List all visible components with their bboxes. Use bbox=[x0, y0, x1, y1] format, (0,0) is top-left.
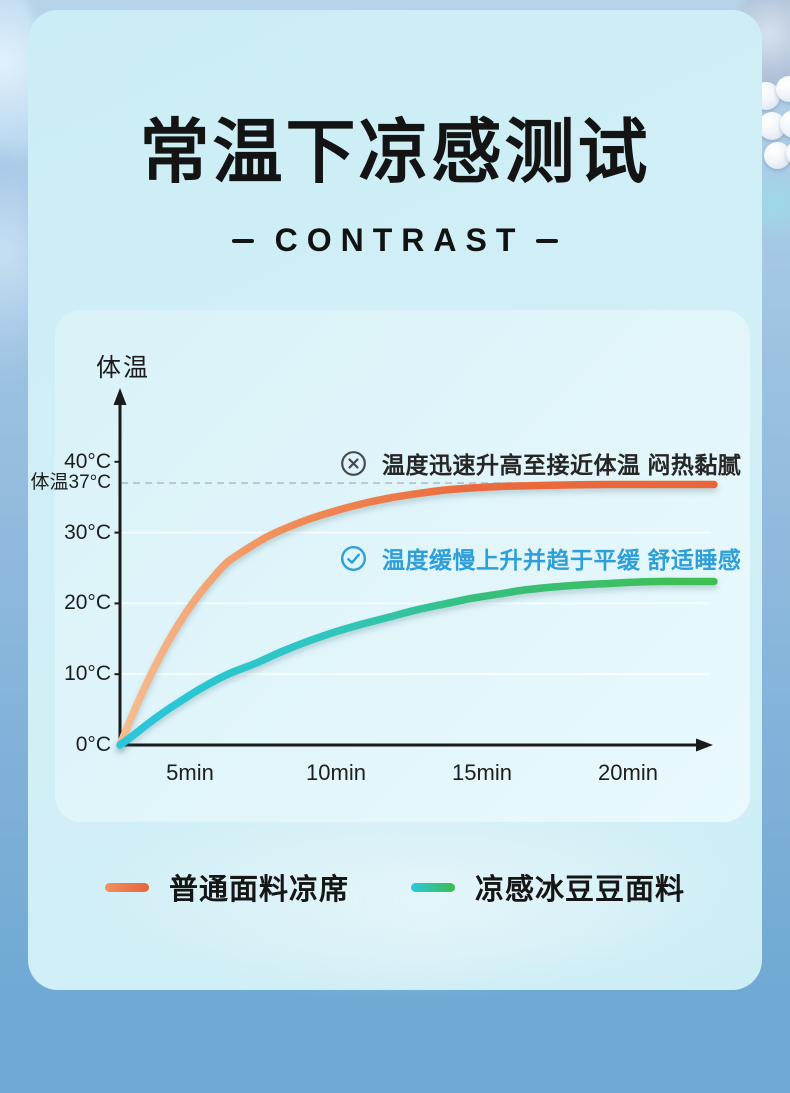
bead-decoration bbox=[786, 140, 790, 166]
page-title: 常温下凉感测试 bbox=[139, 113, 651, 191]
legend-line-swatch-orange bbox=[104, 882, 149, 892]
annotation-cool: 温度缓慢上升并趋于平缓 舒适睡感 bbox=[340, 541, 741, 575]
y-tick-label: 20°C bbox=[64, 591, 111, 615]
content-card: 常温下凉感测试 CONTRAST 体温 40°C 体温37°C 30°C 20°C 10… bbox=[28, 10, 762, 990]
legend-item-cooling-fabric: 凉感冰豆豆面料 bbox=[411, 866, 685, 908]
bead-decoration bbox=[776, 76, 790, 102]
y-tick-label: 30°C bbox=[64, 520, 111, 544]
subtitle-dash bbox=[231, 238, 254, 243]
chart-panel: 体温 40°C 体温37°C 30°C 20°C 10°C 0°C 5min 10min 15… bbox=[31, 310, 750, 822]
legend-line-swatch-green bbox=[411, 882, 455, 892]
curve-ordinary-mat bbox=[116, 480, 718, 749]
y-axis-title: 体温 bbox=[96, 354, 151, 382]
y-tick-label: 0°C bbox=[75, 733, 111, 756]
legend-label: 凉感冰豆豆面料 bbox=[475, 874, 686, 906]
legend-item-ordinary-mat: 普通面料凉席 bbox=[104, 866, 349, 908]
circle-x-icon bbox=[341, 450, 366, 476]
chart-legend: 普通面料凉席 凉感冰豆豆面料 bbox=[28, 866, 762, 908]
legend-label: 普通面料凉席 bbox=[168, 874, 349, 906]
annotation-warm: 温度迅速升高至接近体温 闷热黏腻 bbox=[340, 446, 741, 480]
curve-cooling-fabric bbox=[116, 577, 718, 749]
y-tick-label: 10°C bbox=[64, 662, 111, 686]
x-tick-label: 15min bbox=[452, 760, 512, 785]
x-axis-arrow bbox=[696, 738, 713, 752]
subtitle-text: CONTRAST bbox=[274, 222, 525, 258]
bead-decoration bbox=[764, 142, 790, 169]
subtitle-dash bbox=[536, 238, 559, 243]
y-tick-label: 40°C bbox=[64, 449, 111, 473]
annotation-cool-text: 温度缓慢上升并趋于平缓 舒适睡感 bbox=[382, 547, 742, 573]
circle-check-icon bbox=[340, 545, 367, 571]
temperature-line-chart bbox=[113, 388, 718, 752]
annotation-warm-text: 温度迅速升高至接近体温 闷热黏腻 bbox=[382, 452, 742, 478]
section-subtitle: CONTRAST bbox=[28, 222, 762, 259]
y-axis-arrow bbox=[113, 388, 127, 405]
x-tick-label: 20min bbox=[598, 760, 658, 785]
bead-decoration bbox=[780, 110, 790, 138]
x-tick-label: 5min bbox=[166, 760, 214, 785]
y-tick-label: 体温37°C bbox=[30, 472, 111, 494]
x-tick-label: 10min bbox=[306, 760, 366, 785]
